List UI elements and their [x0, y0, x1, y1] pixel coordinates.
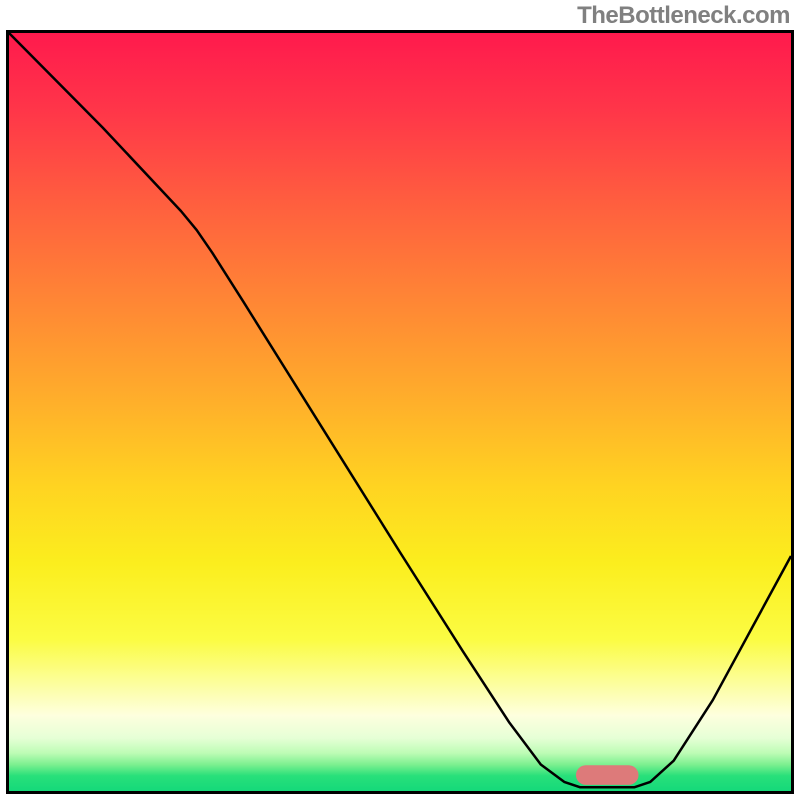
bottleneck-chart	[6, 30, 794, 794]
chart-svg	[6, 30, 794, 794]
chart-background	[9, 33, 791, 791]
watermark-text: TheBottleneck.com	[577, 2, 790, 30]
optimal-range-marker	[576, 765, 639, 785]
figure-root: TheBottleneck.com	[0, 0, 800, 800]
